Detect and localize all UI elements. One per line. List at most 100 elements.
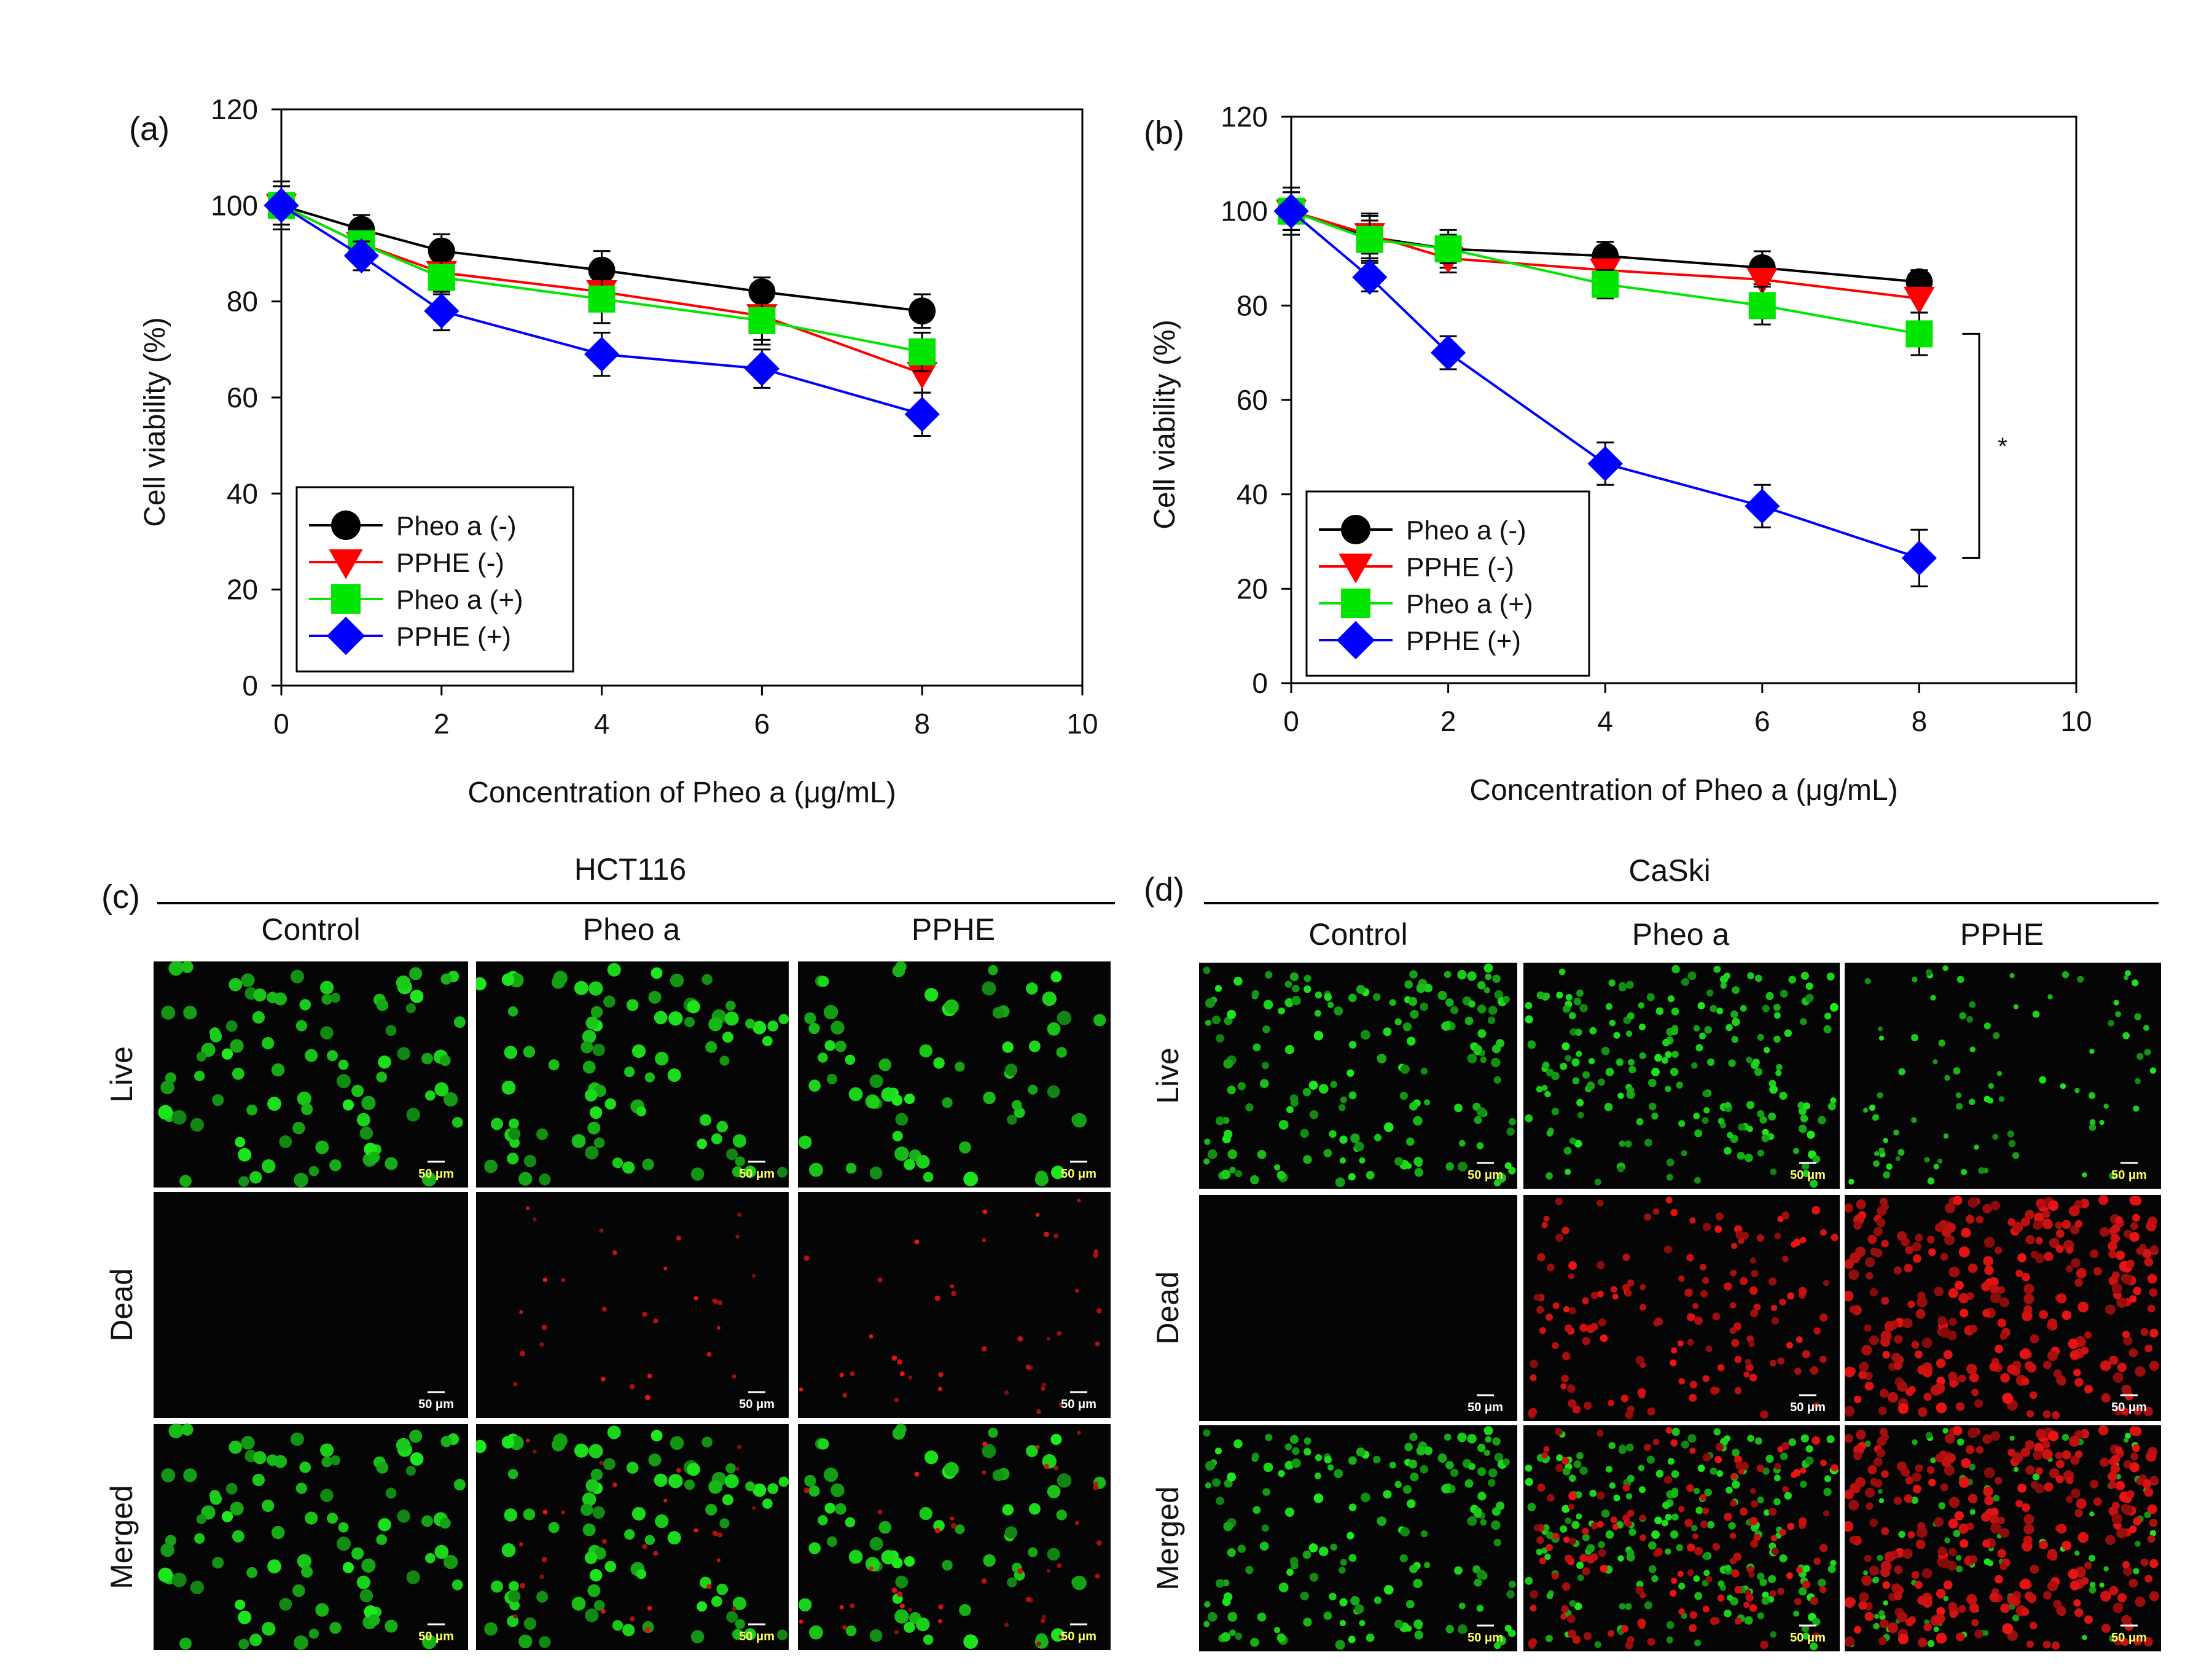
cell-line-title: HCT116 xyxy=(574,852,686,886)
dead-cell xyxy=(1058,1634,1063,1639)
dead-cell xyxy=(1035,1444,1040,1449)
live-cell xyxy=(1383,1490,1392,1499)
live-cell xyxy=(959,1603,971,1616)
live-cell xyxy=(574,1443,588,1458)
live-cell xyxy=(655,1052,669,1066)
live-cell xyxy=(1506,1127,1515,1136)
image-background xyxy=(796,1192,1111,1418)
x-tick-label: 10 xyxy=(2060,705,2092,737)
live-cell xyxy=(1992,1133,1999,1140)
live-cell xyxy=(1253,1043,1261,1052)
dead-cell xyxy=(1537,1483,1546,1492)
dead-cell xyxy=(1745,1593,1754,1602)
dead-cell xyxy=(2098,1425,2109,1436)
live-cell xyxy=(1942,1428,1948,1434)
dead-cell xyxy=(653,1551,659,1556)
dead-cell xyxy=(1948,1602,1957,1611)
dead-cell xyxy=(908,1608,913,1612)
dead-cell xyxy=(1995,1247,2003,1254)
live-cell xyxy=(894,1609,909,1624)
live-cell xyxy=(1223,1592,1233,1602)
live-cell xyxy=(1286,1568,1294,1576)
live-cell xyxy=(1278,1007,1285,1015)
live-cell xyxy=(1424,1562,1431,1568)
live-cell xyxy=(1864,977,1871,985)
live-cell xyxy=(1012,1100,1022,1111)
live-cell xyxy=(2125,1433,2131,1439)
live-cell xyxy=(1800,971,1809,980)
live-cell xyxy=(1966,1016,1974,1023)
live-cell xyxy=(297,1091,311,1106)
dead-cell xyxy=(869,1334,873,1339)
live-cell xyxy=(329,1622,342,1634)
dead-cell xyxy=(2149,1591,2160,1602)
live-cell xyxy=(1759,1116,1767,1124)
live-cell xyxy=(453,1016,466,1028)
live-cell xyxy=(1348,1503,1357,1511)
live-cell xyxy=(1681,1150,1687,1157)
dead-cell xyxy=(1546,1544,1553,1551)
dead-cell xyxy=(1965,1215,1975,1224)
live-cell xyxy=(1938,1039,1946,1047)
live-cell xyxy=(1625,1030,1633,1037)
live-cell xyxy=(1339,1567,1346,1574)
live-cell xyxy=(1710,1004,1718,1012)
live-cell xyxy=(848,1549,863,1564)
dead-cell xyxy=(1678,1506,1685,1513)
dead-cell xyxy=(1678,1608,1686,1615)
live-cell xyxy=(1562,1004,1571,1013)
live-cell xyxy=(1560,1062,1568,1070)
dead-cell xyxy=(951,1522,957,1528)
dead-cell xyxy=(2130,1222,2138,1231)
live-cell xyxy=(338,1522,349,1533)
dead-cell xyxy=(1819,1313,1828,1322)
dead-cell xyxy=(1769,1590,1776,1597)
dead-cell xyxy=(1692,1533,1699,1540)
live-cell xyxy=(271,1525,285,1540)
dead-cell xyxy=(1684,1288,1693,1297)
live-cell xyxy=(1300,1129,1309,1138)
dead-cell xyxy=(2122,1505,2133,1515)
dead-cell xyxy=(601,1376,606,1382)
dead-cell xyxy=(2074,1608,2084,1618)
dead-cell xyxy=(1960,1309,1969,1318)
live-cell xyxy=(1802,1632,1810,1640)
live-cell xyxy=(2144,1511,2151,1519)
live-cell xyxy=(1662,1501,1670,1509)
data-point xyxy=(1356,225,1383,253)
live-cell xyxy=(523,1508,536,1520)
dead-cell xyxy=(2129,1462,2140,1473)
live-cell xyxy=(1400,1527,1410,1537)
dead-cell xyxy=(850,1371,855,1377)
live-cell xyxy=(320,1026,334,1040)
dead-cell xyxy=(1869,1565,1879,1576)
live-cell xyxy=(171,1110,187,1125)
live-cell xyxy=(1823,1487,1832,1497)
live-cell xyxy=(548,1059,560,1071)
live-cell xyxy=(1671,1008,1679,1016)
live-cell xyxy=(410,1452,424,1466)
dead-cell xyxy=(1749,1487,1756,1494)
live-cell xyxy=(726,1611,738,1623)
dead-cell xyxy=(1989,1362,1999,1372)
dead-cell xyxy=(1897,1381,1908,1392)
live-cell xyxy=(2008,1140,2016,1148)
micrograph-merged-pphe: 50 μm xyxy=(796,1423,1111,1650)
live-cell xyxy=(1410,971,1417,978)
dead-cell xyxy=(1876,1218,1886,1227)
live-cell xyxy=(327,1050,338,1062)
live-cell xyxy=(1565,993,1573,1001)
dead-cell xyxy=(2132,1444,2140,1452)
panel-label: (d) xyxy=(1144,871,1184,908)
live-cell xyxy=(2032,1473,2040,1481)
live-cell xyxy=(1953,1530,1961,1538)
x-axis-label: Concentration of Pheo a (μg/mL) xyxy=(1469,774,1897,807)
dead-cell xyxy=(2039,1310,2049,1320)
live-cell xyxy=(1335,1177,1345,1188)
legend-item: PPHE (+) xyxy=(1319,620,1521,660)
live-cell xyxy=(2074,1087,2080,1094)
dead-cell xyxy=(2100,1591,2111,1602)
live-cell xyxy=(1576,1051,1582,1057)
live-cell xyxy=(724,1474,739,1489)
live-cell xyxy=(1667,995,1675,1003)
